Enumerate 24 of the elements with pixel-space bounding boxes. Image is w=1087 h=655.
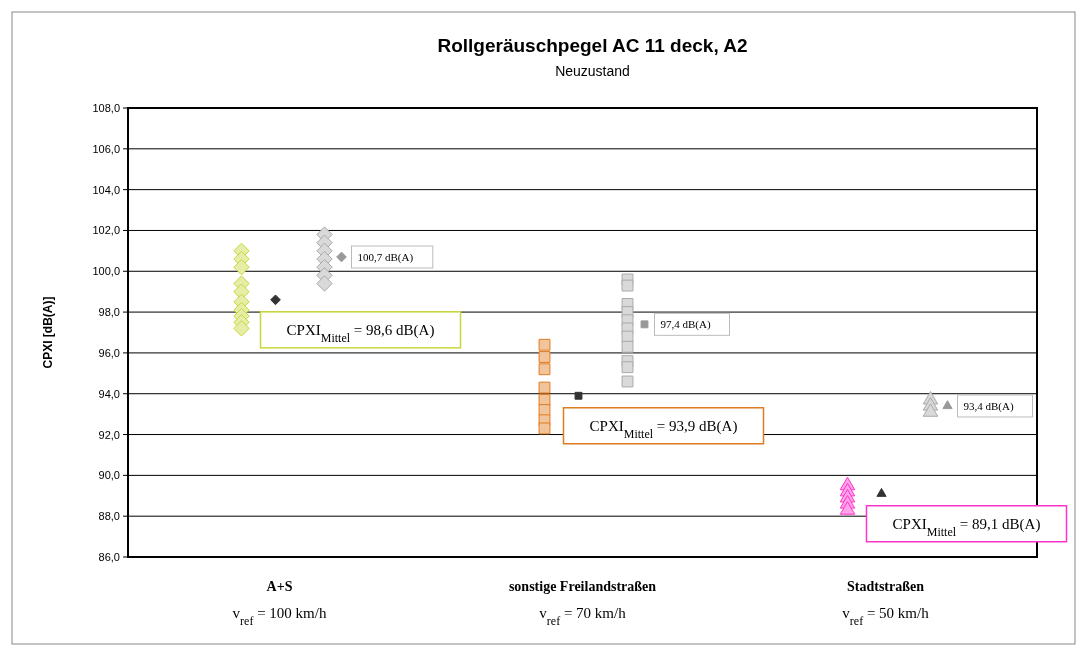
y-tick-label: 108,0	[92, 102, 120, 114]
y-tick-label: 88,0	[98, 510, 120, 523]
chart-title: Rollgeräuschpegel AC 11 deck, A2	[437, 35, 748, 56]
y-tick-label: 90,0	[98, 469, 120, 482]
y-tick-label: 106,0	[92, 142, 120, 155]
category-label: A+S v$_{ref}$ = 100 km/h	[232, 579, 327, 628]
data-label: CPXI$_{Mittel}$ = 93,9 dB(A)	[589, 417, 738, 441]
data-label: 100,7 dB(A)	[357, 250, 414, 264]
y-tick-label: 94,0	[98, 387, 120, 400]
data-label: 93,4 dB(A)	[963, 399, 1014, 413]
y-axis-title: CPXI [dB(A)]	[41, 296, 55, 369]
y-tick-label: 86,0	[98, 551, 120, 563]
y-tick-label: 102,0	[92, 224, 120, 237]
data-label: 97,4 dB(A)	[660, 318, 711, 332]
y-tick-label: 98,0	[98, 306, 120, 319]
data-label: CPXI$_{Mittel}$ = 89,1 dB(A)	[892, 515, 1041, 539]
y-tick-label: 100,0	[92, 265, 120, 278]
data-label: CPXI$_{Mittel}$ = 98,6 dB(A)	[286, 321, 435, 345]
x-tick-label: sonstige Freilandstraßen v$_{ref}$ = 70 km/h	[508, 579, 657, 628]
chart-subtitle: Neuzustand	[555, 63, 630, 79]
y-tick-label: 92,0	[98, 428, 120, 441]
x-tick-label: Stadtstraßen v$_{ref}$ = 50 km/h	[842, 579, 930, 628]
y-tick-label: 96,0	[98, 346, 120, 359]
y-tick-label: 104,0	[92, 183, 120, 196]
